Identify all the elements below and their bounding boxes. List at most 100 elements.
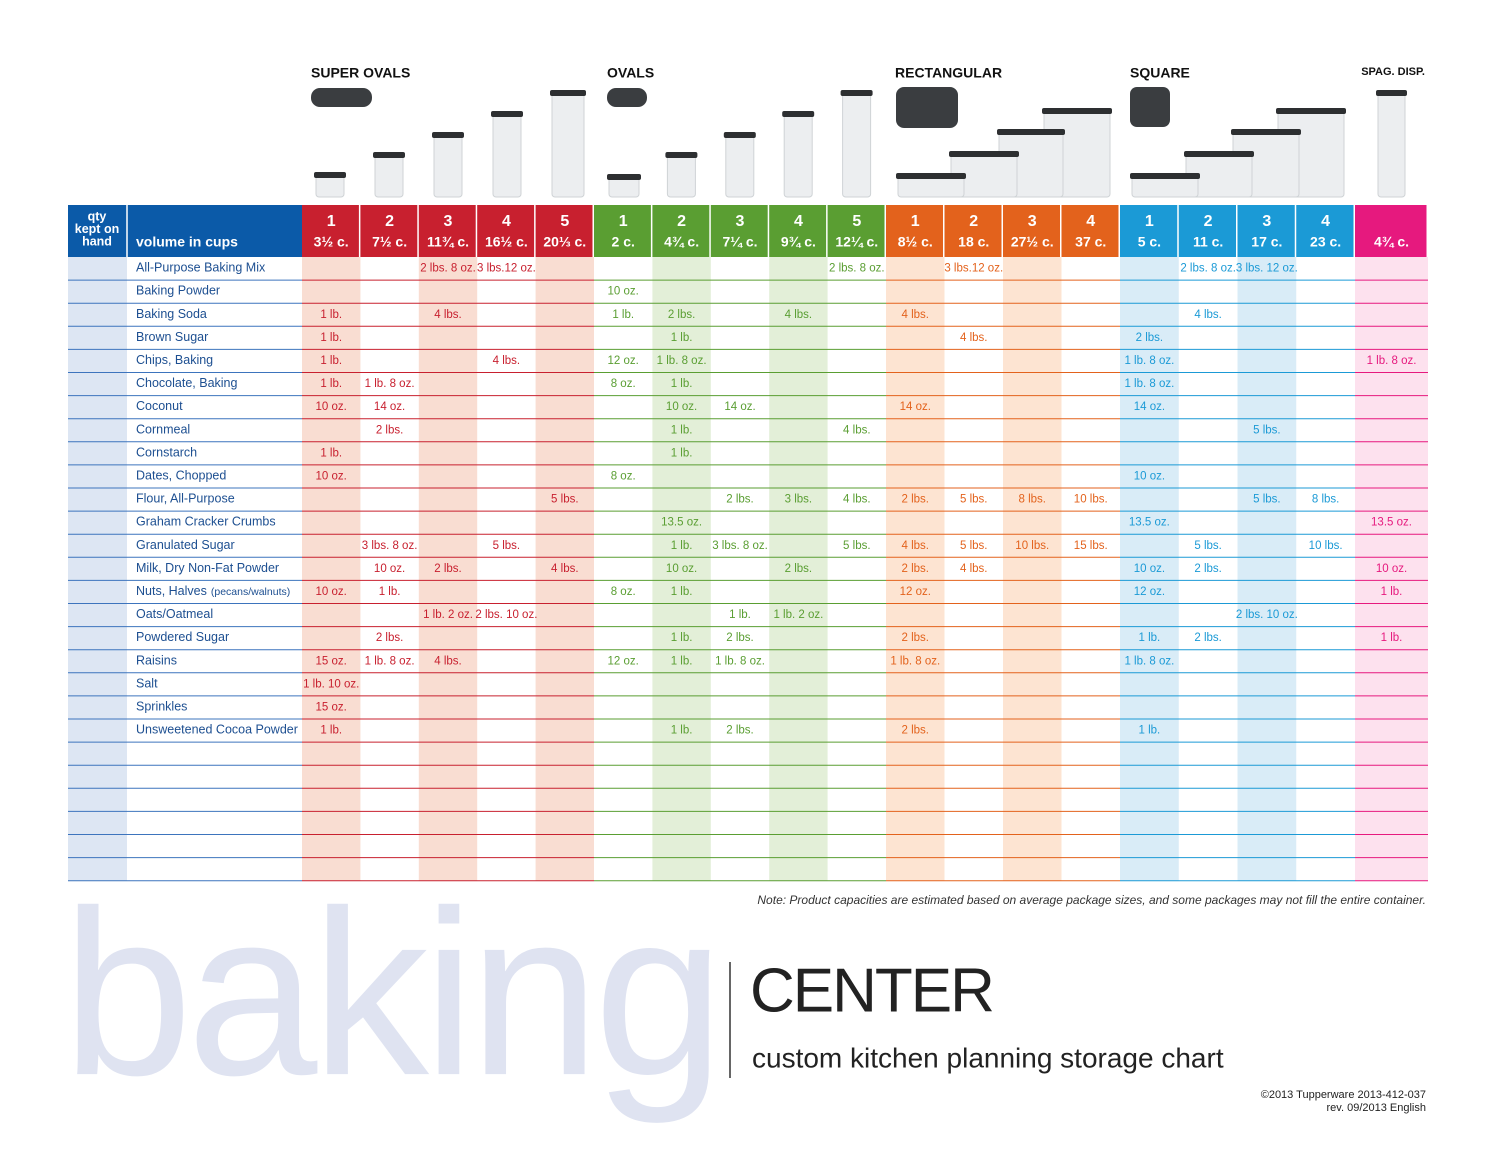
capacity: 14 oz. — [900, 401, 931, 413]
container — [783, 113, 813, 198]
product-name: Baking Powder — [136, 284, 220, 298]
capacity: 8 lbs. — [1019, 494, 1047, 506]
capacity: 5 lbs. — [1253, 494, 1281, 506]
container-lid — [314, 172, 346, 178]
capacity: 10 lbs. — [1015, 540, 1049, 552]
product-name-text: Nuts, Halves — [136, 584, 207, 598]
product-name: Flour, All-Purpose — [136, 492, 235, 506]
column-volume: 11 c. — [1193, 234, 1223, 250]
capacity: 1 lb. 8 oz. — [1367, 355, 1417, 367]
product-name: Raisins — [136, 654, 177, 668]
capacity: 1 lb. — [320, 725, 342, 737]
capacity: 2 lbs. — [434, 563, 462, 575]
container-lid — [1231, 129, 1301, 135]
product-name-text: Chocolate, Baking — [136, 376, 238, 390]
product-name-text: Baking Soda — [136, 307, 207, 321]
column-header — [302, 205, 359, 257]
product-name: Chocolate, Baking — [136, 376, 238, 390]
capacity: 3 lbs. 12 oz. — [1236, 263, 1298, 275]
capacity: 1 lb. — [671, 725, 693, 737]
product-name-text: Baking Powder — [136, 284, 220, 298]
capacity: 10 oz. — [316, 470, 347, 482]
capacity: 2 lbs. — [1194, 563, 1222, 575]
capacity: 2 lbs. — [726, 725, 754, 737]
column-number: 4 — [794, 213, 803, 230]
capacity: 4 lbs. — [434, 309, 462, 321]
column-header — [594, 205, 651, 257]
capacity: 3 lbs. 8 oz. — [712, 540, 768, 552]
container — [1377, 92, 1406, 198]
column-header — [360, 205, 418, 257]
column-header — [769, 205, 827, 257]
column-volume: 4¾ c. — [1374, 234, 1409, 250]
column-volume: 20⅓ c. — [543, 234, 586, 250]
column-volume: 8½ c. — [898, 234, 933, 250]
column-volume: 3½ c. — [314, 234, 349, 250]
column-number: 2 — [385, 213, 394, 230]
product-name-text: Brown Sugar — [136, 330, 208, 344]
product-name-text: All-Purpose Baking Mix — [136, 261, 266, 275]
column-number: 1 — [911, 213, 920, 230]
column-number: 2 — [969, 213, 978, 230]
column-number: 1 — [327, 213, 336, 230]
capacity: 1 lb. 8 oz. — [715, 655, 765, 667]
capacity: 2 lbs. 8 oz. — [420, 263, 476, 275]
container-lid — [1276, 108, 1346, 114]
container — [842, 92, 872, 198]
column-volume: 5 c. — [1138, 234, 1161, 250]
capacity: 2 lbs. — [376, 632, 404, 644]
container-lid — [949, 151, 1019, 157]
column-number: 5 — [852, 213, 861, 230]
column-header — [1178, 205, 1236, 257]
capacity: 2 lbs. — [726, 494, 754, 506]
capacity: 8 oz. — [611, 378, 636, 390]
column-number: 4 — [1086, 213, 1095, 230]
column-volume: 12¼ c. — [835, 234, 878, 250]
product-name-text: Graham Cracker Crumbs — [136, 515, 276, 529]
container-lid — [373, 152, 405, 158]
capacity: 14 oz. — [724, 401, 755, 413]
capacity: 1 lb. — [729, 609, 751, 621]
column-number: 2 — [677, 213, 686, 230]
container — [315, 174, 345, 198]
container — [725, 134, 755, 198]
container — [897, 175, 965, 198]
capacity: 1 lb. — [671, 655, 693, 667]
column-tint — [418, 257, 478, 881]
group-label: SUPER OVALS — [311, 65, 410, 81]
column-tint — [769, 257, 828, 881]
column-number: 1 — [619, 213, 628, 230]
capacity: 1 lb. 8 oz. — [365, 655, 415, 667]
capacity: 4 lbs. — [785, 309, 813, 321]
column-number: 3 — [1028, 213, 1037, 230]
container — [666, 154, 696, 198]
capacity: 4 lbs. — [902, 540, 930, 552]
capacity: 1 lb. — [671, 332, 693, 344]
product-name: Oats/Oatmeal — [136, 607, 213, 621]
product-name-text: Sprinkles — [136, 700, 187, 714]
capacity: 1 lb. — [671, 586, 693, 598]
capacity: 5 lbs. — [1194, 540, 1222, 552]
group-label: SPAG. DISP. — [1361, 66, 1425, 78]
capacity: 10 lbs. — [1309, 540, 1343, 552]
column-number: 4 — [1321, 213, 1330, 230]
lid-icon — [896, 87, 958, 128]
capacity: 10 lbs. — [1074, 494, 1108, 506]
column-header — [827, 205, 885, 257]
capacity: 4 lbs. — [434, 655, 462, 667]
capacity: 1 lb. — [671, 447, 693, 459]
capacity: 13.5 oz. — [1129, 517, 1170, 529]
column-number: 4 — [502, 213, 511, 230]
capacity: 1 lb. — [671, 540, 693, 552]
capacity: 5 lbs. — [843, 540, 871, 552]
qty-header: hand — [82, 234, 112, 248]
column-tint — [652, 257, 711, 881]
column-header — [1296, 205, 1354, 257]
container-lid — [550, 90, 586, 96]
product-note: (pecans/walnuts) — [211, 586, 290, 598]
container-lid — [782, 111, 815, 117]
column-tint — [535, 257, 594, 881]
container-lid — [1376, 90, 1407, 96]
column-volume: 4¾ c. — [664, 234, 699, 250]
capacity: 5 lbs. — [551, 494, 579, 506]
